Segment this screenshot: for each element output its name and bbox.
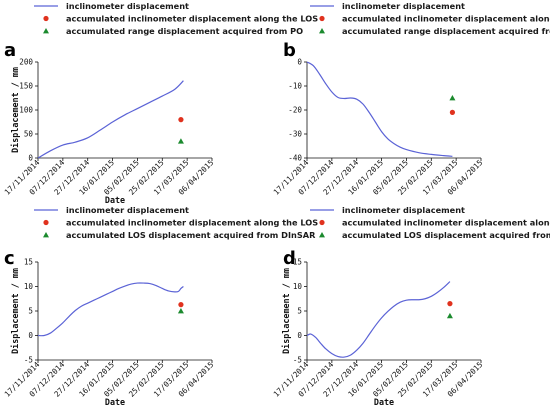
legend-label: accumulated range displacement acquired … [66,26,303,36]
legend-label: accumulated inclinometer displacement al… [342,218,550,228]
legend-triangle-swatch [319,232,325,238]
y-tick-label: 0 [28,331,33,340]
y-tick-label: -40 [288,154,302,163]
y-tick-label: -20 [288,106,302,115]
panel-c: c inclinometer displacement accumulated in… [3,205,319,407]
y-tick-label: -30 [288,130,302,139]
y-tick-label: 5 [297,307,302,316]
legend-label: accumulated inclinometer displacement al… [342,14,550,24]
legend-dot-swatch [43,219,49,226]
inclinometer-series-line [37,80,184,159]
legend-triangle-swatch [43,232,49,238]
legend-entry: accumulated inclinometer displacement al… [43,218,318,228]
legend-label: inclinometer displacement [342,205,465,215]
y-tick-label: 50 [24,130,34,139]
y-tick-label: 10 [293,282,303,291]
legend-entry: accumulated LOS displacement acquired fr… [319,230,550,240]
legend-triangle-swatch [43,28,49,34]
legend-label: accumulated inclinometer displacement al… [66,218,318,228]
y-axis-title: Displacement / mm [10,67,20,153]
y-tick-label: 10 [24,282,34,291]
legend-entry: accumulated range displacement acquired … [319,26,550,36]
legend-entry: inclinometer displacement [310,205,465,215]
range-point-marker [449,95,456,101]
y-tick-label: 200 [19,58,33,67]
range-point-marker [177,138,184,144]
panel-letter: d [283,248,296,269]
los-point-marker [178,302,184,308]
legend-dot-swatch [319,15,325,22]
legend-dot-swatch [319,219,325,226]
legend-entry: accumulated LOS displacement acquired fr… [43,230,316,240]
panel-letter: c [4,248,15,269]
x-axis-title: Date [105,397,125,407]
panel-letter: b [283,40,296,61]
los-point-marker [178,117,184,123]
legend-label: inclinometer displacement [342,1,465,11]
inclinometer-series-line [306,61,453,157]
y-tick-label: 15 [293,258,302,267]
los-point-marker [449,109,456,115]
legend-label: accumulated LOS displacement acquired fr… [66,230,316,240]
legend-entry: inclinometer displacement [34,205,189,215]
y-axis-title: Displacement / mm [281,268,291,354]
y-tick-label: 0 [28,154,33,163]
legend-entry: accumulated inclinometer displacement al… [43,14,318,24]
legend-entry: inclinometer displacement [34,1,189,11]
legend-entry: inclinometer displacement [310,1,465,11]
x-axis-title: Date [105,195,125,205]
legend-triangle-swatch [319,28,325,34]
legend-dot-swatch [43,15,49,22]
legend-label: inclinometer displacement [66,1,189,11]
y-tick-label: 100 [19,106,33,115]
y-tick-label: 0 [297,331,302,340]
legend-entry: accumulated range displacement acquired … [43,26,303,36]
y-tick-label: -5 [293,356,302,365]
y-tick-label: -5 [24,356,33,365]
inclinometer-series-line [306,281,451,358]
panel-a: a inclinometer displacement accumulated in… [3,1,319,205]
range-point-marker [446,312,453,319]
legend-label: accumulated LOS displacement acquired fr… [342,230,550,240]
y-tick-label: 5 [28,307,33,316]
y-tick-label: -10 [288,82,302,91]
y-axis-title: Displacement / mm [10,268,20,354]
legend-entry: accumulated inclinometer displacement al… [319,14,550,24]
legend-label: accumulated range displacement acquired … [342,26,550,36]
legend-label: accumulated inclinometer displacement al… [66,14,318,24]
y-tick-label: 150 [19,82,33,91]
y-tick-label: 0 [297,58,302,67]
los-point-marker [447,301,453,307]
legend-label: inclinometer displacement [66,205,189,215]
y-tick-label: 15 [24,258,33,267]
panel-letter: a [4,40,16,61]
legend-entry: accumulated inclinometer displacement al… [319,218,550,228]
range-point-marker [177,308,184,314]
panel-b: b inclinometer displacement accumulated in… [272,1,550,197]
inclinometer-series-line [37,282,184,337]
x-axis-title: Date [374,397,394,407]
